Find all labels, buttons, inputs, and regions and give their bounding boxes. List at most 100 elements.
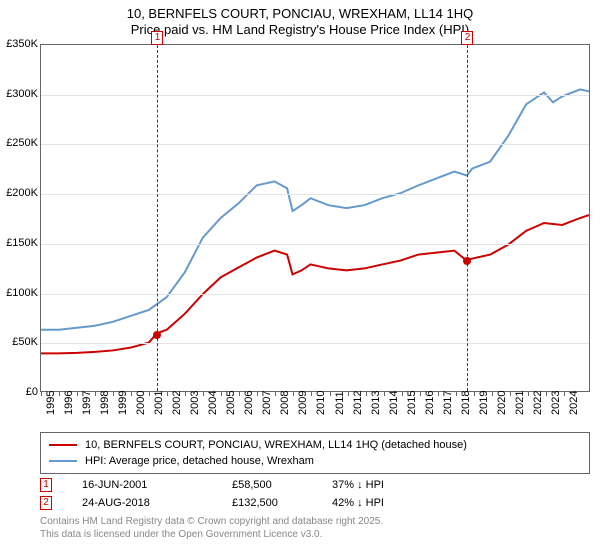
xtick-mark: [330, 391, 331, 396]
sale-delta-vs-hpi: 37% ↓ HPI: [332, 479, 442, 491]
xtick-label: 2010: [315, 391, 327, 415]
xtick-label: 2002: [171, 391, 183, 415]
ytick-label: £0: [2, 386, 38, 398]
ytick-label: £300K: [2, 88, 38, 100]
ytick-label: £150K: [2, 237, 38, 249]
marker-badge-1: 1: [151, 31, 163, 45]
xtick-label: 2023: [550, 391, 562, 415]
xtick-label: 1995: [45, 391, 57, 415]
sales-table: 1 16-JUN-2001£58,50037% ↓ HPI 2 24-AUG-2018…: [40, 476, 590, 512]
chart-container: 10, BERNFELS COURT, PONCIAU, WREXHAM, LL…: [0, 0, 600, 560]
gridline-h: [41, 95, 589, 96]
xtick-label: 2013: [370, 391, 382, 415]
ytick-label: £200K: [2, 187, 38, 199]
xtick-mark: [546, 391, 547, 396]
xtick-mark: [59, 391, 60, 396]
xtick-label: 2011: [334, 391, 346, 415]
chart-lines-svg: [41, 45, 589, 391]
sale-date: 16-JUN-2001: [82, 479, 232, 491]
xtick-label: 2003: [189, 391, 201, 415]
xtick-label: 1999: [117, 391, 129, 415]
xtick-label: 2019: [478, 391, 490, 415]
xtick-label: 2009: [297, 391, 309, 415]
legend-box: 10, BERNFELS COURT, PONCIAU, WREXHAM, LL…: [40, 432, 590, 474]
xtick-label: 2024: [568, 391, 580, 415]
xtick-mark: [528, 391, 529, 396]
xtick-mark: [239, 391, 240, 396]
xtick-label: 2017: [442, 391, 454, 415]
gridline-h: [41, 244, 589, 245]
xtick-mark: [510, 391, 511, 396]
xtick-label: 2001: [153, 391, 165, 415]
legend-item: 10, BERNFELS COURT, PONCIAU, WREXHAM, LL…: [49, 437, 581, 453]
ytick-label: £100K: [2, 287, 38, 299]
legend-item: HPI: Average price, detached house, Wrex…: [49, 453, 581, 469]
xtick-mark: [564, 391, 565, 396]
footer-line-2: This data is licensed under the Open Gov…: [40, 529, 383, 542]
gridline-h: [41, 144, 589, 145]
sale-price: £58,500: [232, 479, 332, 491]
xtick-label: 2006: [243, 391, 255, 415]
marker-badge-2: 2: [461, 31, 473, 45]
sale-badge: 1: [40, 478, 52, 492]
sale-delta-vs-hpi: 42% ↓ HPI: [332, 497, 442, 509]
xtick-label: 2014: [388, 391, 400, 415]
xtick-mark: [456, 391, 457, 396]
xtick-label: 2007: [261, 391, 273, 415]
marker-point-2: [463, 257, 471, 265]
marker-point-1: [153, 331, 161, 339]
sale-date: 24-AUG-2018: [82, 497, 232, 509]
gridline-h: [41, 343, 589, 344]
xtick-label: 2022: [532, 391, 544, 415]
xtick-mark: [203, 391, 204, 396]
xtick-mark: [41, 391, 42, 396]
sale-row: 2 24-AUG-2018£132,50042% ↓ HPI: [40, 494, 590, 512]
xtick-label: 2005: [225, 391, 237, 415]
xtick-mark: [474, 391, 475, 396]
sale-price: £132,500: [232, 497, 332, 509]
footer-line-1: Contains HM Land Registry data © Crown c…: [40, 516, 383, 529]
title-line-1: 10, BERNFELS COURT, PONCIAU, WREXHAM, LL…: [0, 6, 600, 22]
xtick-label: 2018: [460, 391, 472, 415]
xtick-mark: [402, 391, 403, 396]
chart-title: 10, BERNFELS COURT, PONCIAU, WREXHAM, LL…: [0, 0, 600, 39]
xtick-mark: [95, 391, 96, 396]
xtick-label: 2004: [207, 391, 219, 415]
xtick-mark: [366, 391, 367, 396]
xtick-mark: [149, 391, 150, 396]
xtick-label: 2020: [496, 391, 508, 415]
xtick-mark: [257, 391, 258, 396]
xtick-label: 2012: [352, 391, 364, 415]
title-line-2: Price paid vs. HM Land Registry's House …: [0, 22, 600, 38]
ytick-label: £250K: [2, 137, 38, 149]
gridline-h: [41, 194, 589, 195]
ytick-label: £350K: [2, 38, 38, 50]
xtick-label: 1998: [99, 391, 111, 415]
xtick-mark: [167, 391, 168, 396]
xtick-mark: [185, 391, 186, 396]
xtick-mark: [348, 391, 349, 396]
xtick-mark: [293, 391, 294, 396]
xtick-label: 2021: [514, 391, 526, 415]
xtick-mark: [311, 391, 312, 396]
xtick-mark: [221, 391, 222, 396]
plot-area: 1995199619971998199920002001200220032004…: [40, 44, 590, 392]
legend-swatch: [49, 444, 77, 446]
xtick-label: 1997: [81, 391, 93, 415]
footer-attribution: Contains HM Land Registry data © Crown c…: [40, 516, 383, 541]
xtick-label: 2016: [424, 391, 436, 415]
sale-row: 1 16-JUN-2001£58,50037% ↓ HPI: [40, 476, 590, 494]
xtick-label: 2015: [406, 391, 418, 415]
xtick-mark: [384, 391, 385, 396]
xtick-mark: [438, 391, 439, 396]
legend-label: HPI: Average price, detached house, Wrex…: [85, 455, 314, 467]
sale-badge: 2: [40, 496, 52, 510]
xtick-mark: [113, 391, 114, 396]
xtick-mark: [131, 391, 132, 396]
ytick-label: £50K: [2, 336, 38, 348]
xtick-mark: [420, 391, 421, 396]
marker-vline-1: [157, 45, 158, 391]
xtick-label: 2000: [135, 391, 147, 415]
marker-vline-2: [467, 45, 468, 391]
xtick-mark: [492, 391, 493, 396]
